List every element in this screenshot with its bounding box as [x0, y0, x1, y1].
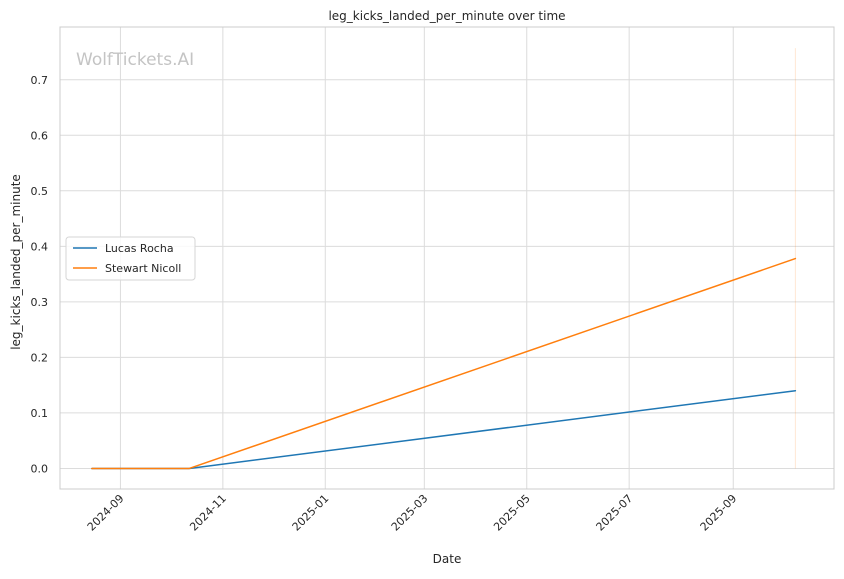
x-axis-title: Date — [433, 552, 462, 566]
watermark: WolfTickets.AI — [76, 50, 194, 70]
y-axis-title: leg_kicks_landed_per_minute — [9, 174, 23, 350]
x-tick-label: 2025-01 — [290, 492, 332, 534]
y-tick-label: 0.3 — [31, 296, 49, 309]
tick-layer: 0.0 0.1 0.2 0.3 0.4 0.5 0.6 0.7 2024-09 2024-11 20… — [31, 74, 740, 534]
legend-label-lucas-rocha: Lucas Rocha — [105, 242, 174, 255]
x-tick-label: 2025-05 — [491, 492, 533, 534]
plot-frame — [59, 26, 835, 490]
series-line-lucas-rocha — [91, 389, 797, 470]
y-tick-label: 0.4 — [31, 240, 49, 253]
y-tick-label: 0.1 — [31, 407, 49, 420]
y-tick-label: 0.7 — [31, 74, 49, 87]
x-tick-label: 2025-03 — [389, 492, 431, 534]
legend-label-stewart-nicoll: Stewart Nicoll — [105, 262, 181, 275]
series-line-stewart-nicoll — [91, 257, 797, 470]
y-tick-label: 0.2 — [31, 351, 49, 364]
series-layer — [91, 48, 797, 470]
y-tick-label: 0.5 — [31, 185, 49, 198]
x-tick-label: 2024-09 — [85, 492, 127, 534]
x-tick-label: 2024-11 — [187, 492, 229, 534]
y-tick-label: 0.6 — [31, 129, 49, 142]
legend: Lucas Rocha Stewart Nicoll — [65, 236, 196, 281]
x-tick-label: 2025-07 — [594, 492, 636, 534]
y-tick-label: 0.0 — [31, 462, 49, 475]
x-tick-label: 2025-09 — [698, 492, 740, 534]
legend-box — [65, 236, 196, 281]
chart-title: leg_kicks_landed_per_minute over time — [328, 9, 565, 23]
